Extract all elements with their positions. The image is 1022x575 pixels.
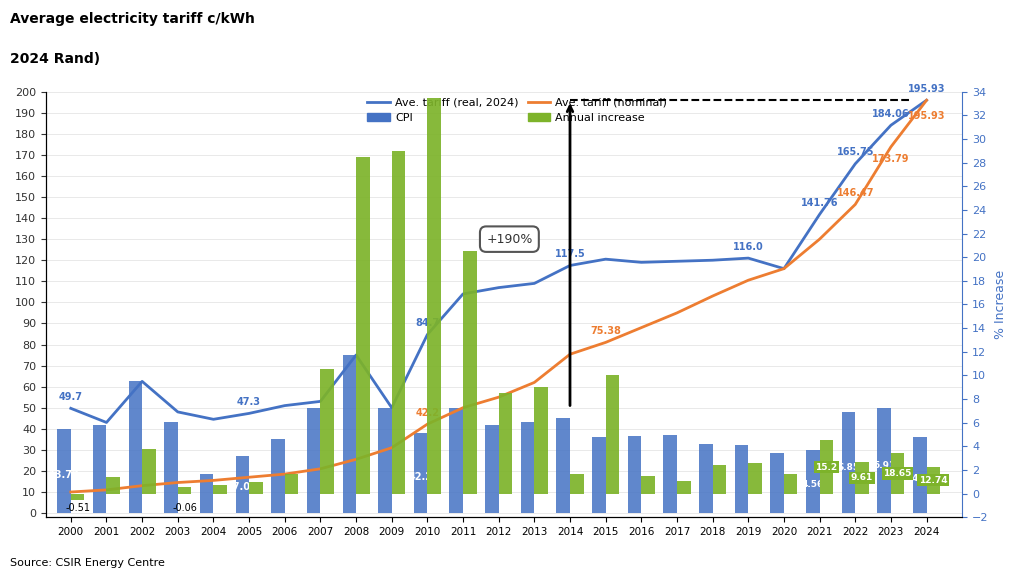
Bar <box>842 412 855 513</box>
Bar <box>712 465 727 493</box>
Text: 4.56: 4.56 <box>801 480 824 489</box>
Text: 42.2: 42.2 <box>409 472 432 482</box>
Text: 75.38: 75.38 <box>591 326 621 336</box>
Bar <box>521 423 535 513</box>
Text: Source: CSIR Energy Centre: Source: CSIR Energy Centre <box>10 558 166 568</box>
Bar <box>427 98 440 493</box>
Bar <box>570 474 584 493</box>
Bar <box>699 443 712 513</box>
Bar <box>342 355 356 513</box>
Bar <box>820 440 833 493</box>
Legend: Ave. tariff (real, 2024), CPI, Ave. tariff (nominal), Annual increase: Ave. tariff (real, 2024), CPI, Ave. tari… <box>363 93 671 128</box>
Text: 5.91: 5.91 <box>873 461 895 470</box>
Text: 146.47: 146.47 <box>836 188 874 198</box>
Text: 49.7: 49.7 <box>59 392 83 402</box>
Text: Average electricity tariff c/kWh: Average electricity tariff c/kWh <box>10 12 256 25</box>
Text: 13.72: 13.72 <box>49 470 80 480</box>
Bar <box>485 424 499 513</box>
Bar <box>663 435 677 513</box>
Bar <box>200 474 214 513</box>
Bar <box>414 433 427 513</box>
Y-axis label: % Increase: % Increase <box>994 270 1007 339</box>
Bar <box>106 477 120 493</box>
Bar <box>677 481 691 493</box>
Bar <box>378 408 391 513</box>
Text: 117.5: 117.5 <box>555 249 586 259</box>
Bar <box>321 370 334 493</box>
Text: 116.0: 116.0 <box>733 242 763 252</box>
Bar <box>855 462 869 493</box>
Text: 141.76: 141.76 <box>801 198 838 208</box>
Bar <box>450 408 463 513</box>
Text: -0.51: -0.51 <box>65 503 90 513</box>
Bar <box>891 454 904 493</box>
Bar <box>535 387 548 493</box>
Text: 15.2: 15.2 <box>816 462 837 471</box>
Text: 4.4: 4.4 <box>912 474 928 484</box>
Bar <box>877 408 891 513</box>
Text: 84.7: 84.7 <box>415 319 439 328</box>
Bar <box>235 456 249 513</box>
Bar <box>913 437 927 513</box>
Bar <box>356 156 370 493</box>
Text: 173.79: 173.79 <box>872 154 910 164</box>
Bar <box>463 251 476 493</box>
Text: 6.85: 6.85 <box>837 463 860 472</box>
Bar <box>592 437 606 513</box>
Bar <box>142 448 155 493</box>
Bar <box>178 486 191 493</box>
Bar <box>391 151 406 493</box>
Bar <box>642 476 655 493</box>
Bar <box>784 474 797 493</box>
Text: 17.01: 17.01 <box>227 482 258 492</box>
Bar <box>71 493 85 500</box>
Bar <box>748 463 761 493</box>
Text: 184.06: 184.06 <box>872 109 910 119</box>
Bar <box>57 429 71 513</box>
Bar <box>556 418 570 513</box>
Bar <box>249 482 263 493</box>
Text: 12.74: 12.74 <box>919 476 947 485</box>
Bar <box>806 450 820 513</box>
Text: -0.06: -0.06 <box>172 503 197 513</box>
Bar <box>307 408 321 513</box>
Text: 165.75: 165.75 <box>836 148 874 158</box>
Bar <box>214 485 227 493</box>
Text: 2024 Rand): 2024 Rand) <box>10 52 100 66</box>
Bar <box>628 436 642 513</box>
Bar <box>606 375 619 493</box>
Bar <box>927 467 940 493</box>
Text: +190%: +190% <box>486 233 532 246</box>
Bar <box>93 424 106 513</box>
Text: 195.93: 195.93 <box>908 112 945 121</box>
Text: 47.3: 47.3 <box>237 397 261 407</box>
Bar <box>129 381 142 513</box>
Bar <box>771 453 784 513</box>
Text: 9.61: 9.61 <box>851 473 873 482</box>
Bar <box>271 439 285 513</box>
Text: 18.65: 18.65 <box>883 469 912 478</box>
Text: 42.2: 42.2 <box>415 408 439 418</box>
Bar <box>285 474 298 493</box>
Bar <box>735 444 748 513</box>
Bar <box>499 393 512 493</box>
Text: 195.93: 195.93 <box>908 84 945 94</box>
Bar <box>165 423 178 513</box>
